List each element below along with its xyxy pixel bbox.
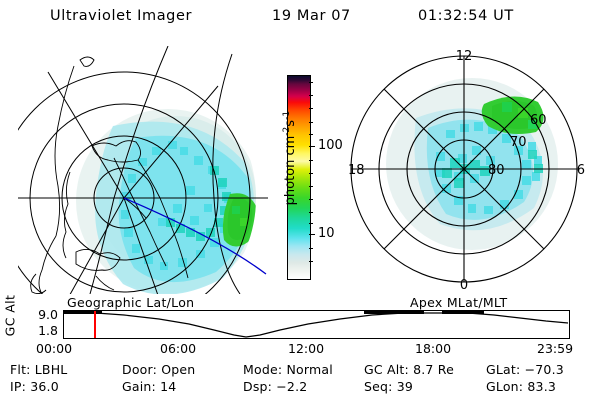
colorbar-unit-s: s [283, 119, 299, 127]
geographic-panel-caption: Geographic Lat/Lon [67, 295, 195, 310]
colorbar-tick-10 [309, 234, 315, 235]
colorbar-minor-tick [309, 173, 313, 174]
orbit-y-axis-label: GC Alt [2, 294, 18, 337]
colorbar-minor-tick [309, 160, 313, 161]
colorbar-minor-tick [309, 95, 313, 96]
orbit-ytick-high: 9.0 [38, 307, 58, 322]
instrument-title: Ultraviolet Imager [50, 8, 193, 24]
header-bar: Ultraviolet Imager 19 Mar 07 01:32:54 UT [0, 8, 600, 30]
orbit-xtick-2: 12:00 [288, 341, 325, 356]
observation-time: 01:32:54 UT [418, 8, 514, 24]
mlat-label-80: 80 [488, 163, 505, 178]
colorbar-unit-text: photon cm [283, 135, 299, 206]
colorbar-label-10: 10 [318, 226, 335, 241]
orbit-xtick-1: 06:00 [160, 341, 197, 356]
apex-panel-caption: Apex MLat/MLT [410, 295, 508, 310]
observation-date: 19 Mar 07 [272, 8, 351, 24]
colorbar-gradient [287, 75, 311, 280]
status-footer: Flt: LBHL Door: Open Mode: Normal GC Alt… [0, 362, 600, 400]
colorbar-unit-exp2: -1 [281, 110, 292, 120]
mlt-label-0: 0 [460, 278, 468, 293]
geographic-polar-plot[interactable] [18, 46, 268, 294]
geographic-graticule [18, 46, 268, 294]
status-glon: GLon: 83.3 [486, 379, 557, 394]
colorbar-unit-exp1: -2 [281, 126, 292, 136]
colorbar-minor-tick [309, 212, 313, 213]
orbit-altitude-plot[interactable]: GC Alt 9.0 1.8 Geographic Lat/Lon Apex M… [0, 294, 600, 356]
colorbar: photon cm-2s-1 100 10 [262, 62, 343, 294]
apex-graticule [350, 55, 578, 283]
status-ip: IP: 36.0 [10, 379, 59, 394]
colorbar-label-100: 100 [318, 138, 343, 153]
colorbar-minor-tick [309, 199, 313, 200]
mlt-label-6: 6 [577, 163, 585, 178]
coastline-overlay [30, 56, 189, 294]
orbit-ytick-low: 1.8 [38, 323, 58, 338]
orbit-xtick-3: 18:00 [415, 341, 452, 356]
status-glat: GLat: −70.3 [486, 362, 564, 377]
colorbar-minor-tick [309, 122, 313, 123]
aurora-hotspot-green [222, 193, 256, 247]
colorbar-minor-tick [309, 223, 313, 224]
aurora-emission-geographic [76, 109, 256, 294]
colorbar-minor-tick [309, 134, 313, 135]
status-dsp: Dsp: −2.2 [243, 379, 308, 394]
mlt-label-18: 18 [348, 163, 365, 178]
status-door: Door: Open [122, 362, 196, 377]
mlat-label-70: 70 [510, 135, 527, 150]
status-gc-alt: GC Alt: 8.7 Re [364, 362, 454, 377]
status-seq: Seq: 39 [364, 379, 414, 394]
terminator-line [123, 197, 267, 275]
mlat-label-60: 60 [530, 113, 547, 128]
aurora-emission-apex [386, 78, 558, 250]
status-mode: Mode: Normal [243, 362, 333, 377]
orbit-xtick-0: 00:00 [36, 341, 73, 356]
colorbar-minor-tick [309, 261, 313, 262]
orbit-plot-box [63, 310, 570, 339]
aurora-hotspot-green-apex [481, 96, 544, 134]
colorbar-minor-tick [309, 248, 313, 249]
status-gain: Gain: 14 [122, 379, 177, 394]
colorbar-axis-label: photon cm-2s-1 [282, 78, 298, 238]
current-time-marker [94, 311, 96, 338]
colorbar-minor-tick [309, 108, 313, 109]
colorbar-minor-tick [309, 82, 313, 83]
colorbar-tick-100 [309, 146, 315, 147]
status-flight: Flt: LBHL [10, 362, 68, 377]
mlt-label-12: 12 [456, 49, 473, 64]
colorbar-minor-tick [309, 186, 313, 187]
apex-polar-plot[interactable]: 12 18 6 0 60 70 80 [342, 46, 592, 294]
orbit-xtick-4: 23:59 [537, 341, 574, 356]
